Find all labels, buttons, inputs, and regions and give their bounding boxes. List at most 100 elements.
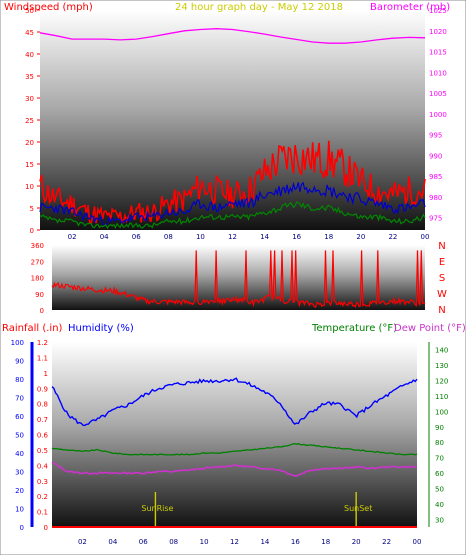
wind-y-tick-label: 15 xyxy=(25,161,34,169)
rain-y-tick-label: 0.5 xyxy=(37,447,48,455)
wind-y-tick-label: 5 xyxy=(30,205,34,213)
compass-label: N xyxy=(438,241,445,252)
rain-y-tick-label: 0.3 xyxy=(37,478,48,486)
climate-x-tick-label: 08 xyxy=(169,538,178,546)
wind-x-ticks: 02 04 06 08 10 12 14 16 18 20 22 00 xyxy=(68,233,430,241)
climate-x-tick-label: 06 xyxy=(139,538,148,546)
baro-y-tick-label: 1020 xyxy=(429,28,447,36)
wind-x-tick-label: 22 xyxy=(388,233,397,241)
wind-x-tick-label: 14 xyxy=(260,233,269,241)
temp-y-tick-label: 40 xyxy=(435,501,444,509)
direction-y-ticks: 0 90 180 270 360 xyxy=(31,242,44,315)
temp-ylabel: Temperature (°F) xyxy=(311,323,397,334)
humidity-y-tick-label: 0 xyxy=(20,524,24,532)
wind-x-tick-label: 18 xyxy=(324,233,333,241)
climate-panel-plot xyxy=(52,342,417,527)
temp-y-tick-label: 130 xyxy=(435,362,448,370)
wind-x-tick-label: 08 xyxy=(164,233,173,241)
sun-marker-label: SunSet xyxy=(344,504,372,513)
rain-y-tick-label: 0.6 xyxy=(37,432,49,440)
temp-y-tick-label: 90 xyxy=(435,424,444,432)
sun-marker-label: SunRise xyxy=(141,504,173,513)
wind-speed-line xyxy=(39,140,426,224)
rain-y-tick-label: 0.4 xyxy=(37,462,49,470)
temp-y-tick-label: 70 xyxy=(435,455,444,463)
direction-y-tick-label: 270 xyxy=(31,258,44,266)
wind-x-tick-label: 00 xyxy=(421,233,430,241)
baro-ylabel: Barometer (mb) xyxy=(370,2,450,13)
wind-y-tick-label: 25 xyxy=(25,117,34,125)
temp-y-tick-label: 110 xyxy=(435,393,448,401)
baro-y-tick-label: 980 xyxy=(429,194,442,202)
baro-y-tick-label: 995 xyxy=(429,132,442,140)
wind-ylabel: Windspeed (mph) xyxy=(4,2,93,13)
climate-x-tick-label: 04 xyxy=(108,538,117,546)
sun-markers: SunRise SunSet xyxy=(141,492,372,527)
humidity-y-tick-label: 40 xyxy=(15,450,24,458)
baro-y-tick-label: 975 xyxy=(429,215,442,223)
temp-y-tick-label: 80 xyxy=(435,439,444,447)
rain-y-tick-label: 1.2 xyxy=(37,339,48,347)
wind-low-line xyxy=(39,201,426,230)
temp-y-ticks: 30 40 50 60 70 80 90 100 110 120 130 140 xyxy=(428,342,448,527)
wind-series xyxy=(39,28,426,230)
wind-x-tick-label: 16 xyxy=(292,233,301,241)
compass-label: N xyxy=(438,305,445,316)
direction-line xyxy=(51,250,426,308)
barometer-line xyxy=(39,28,426,44)
compass-label: W xyxy=(437,289,447,300)
direction-y-tick-label: 360 xyxy=(31,242,44,250)
climate-x-tick-label: 14 xyxy=(260,538,269,546)
humidity-y-tick-label: 90 xyxy=(15,358,24,366)
wind-x-tick-label: 20 xyxy=(356,233,365,241)
baro-y-tick-label: 1000 xyxy=(429,111,447,119)
climate-x-tick-label: 22 xyxy=(382,538,391,546)
wind-y-tick-label: 50 xyxy=(25,7,34,15)
humidity-y-tick-label: 30 xyxy=(15,469,24,477)
climate-x-tick-label: 00 xyxy=(413,538,422,546)
dewpoint-ylabel: Dew Point (°F) xyxy=(394,323,466,334)
rain-y-tick-label: 1 xyxy=(44,370,48,378)
humidity-y-tick-label: 20 xyxy=(15,487,24,495)
wind-panel-plot xyxy=(40,10,425,230)
humidity-y-tick-label: 60 xyxy=(15,413,24,421)
climate-x-tick-label: 10 xyxy=(200,538,209,546)
direction-y-tick-label: 0 xyxy=(40,307,44,315)
rain-y-tick-label: 0.2 xyxy=(37,493,48,501)
wind-y-tick-label: 20 xyxy=(25,139,34,147)
wind-y-tick-label: 35 xyxy=(25,73,34,81)
baro-y-tick-label: 990 xyxy=(429,152,442,160)
rain-y-tick-label: 1.1 xyxy=(37,354,48,362)
rain-y-tick-label: 0 xyxy=(44,524,48,532)
climate-x-tick-label: 20 xyxy=(352,538,361,546)
baro-y-ticks: 975 980 985 990 995 1000 1005 1010 1015 1020 1025 xyxy=(429,7,447,223)
humidity-y-tick-label: 70 xyxy=(15,395,24,403)
rain-y-tick-label: 0.8 xyxy=(37,401,48,409)
baro-y-tick-label: 1005 xyxy=(429,90,447,98)
temp-y-tick-label: 100 xyxy=(435,408,448,416)
dewpoint-line xyxy=(51,461,418,477)
climate-x-tick-label: 16 xyxy=(291,538,300,546)
climate-series xyxy=(51,377,418,528)
climate-x-ticks: 02 04 06 08 10 12 14 16 18 20 22 00 xyxy=(78,538,422,546)
temp-y-tick-label: 60 xyxy=(435,470,444,478)
climate-x-tick-label: 18 xyxy=(321,538,330,546)
rain-y-tick-label: 0.1 xyxy=(37,509,48,517)
humidity-ylabel: Humidity (%) xyxy=(68,323,134,334)
wind-y-tick-label: 45 xyxy=(25,29,34,37)
humidity-y-tick-label: 50 xyxy=(15,432,24,440)
humidity-y-tick-label: 100 xyxy=(11,339,24,347)
temperature-line xyxy=(51,442,418,456)
rain-y-tick-label: 0.9 xyxy=(37,385,48,393)
temp-y-tick-label: 30 xyxy=(435,516,444,524)
rain-ylabel: Rainfall (.in) xyxy=(2,323,63,334)
wind-y-tick-label: 10 xyxy=(25,183,34,191)
humidity-y-tick-label: 80 xyxy=(15,376,24,384)
wind-y-tick-label: 40 xyxy=(25,51,34,59)
rain-y-ticks: 0 0.1 0.2 0.3 0.4 0.5 0.6 0.7 0.8 0.9 1 1.1 1.2 xyxy=(30,339,49,532)
climate-x-tick-label: 02 xyxy=(78,538,87,546)
wind-y-tick-label: 0 xyxy=(30,227,34,235)
chart-title: 24 hour graph day - May 12 2018 xyxy=(175,2,343,13)
